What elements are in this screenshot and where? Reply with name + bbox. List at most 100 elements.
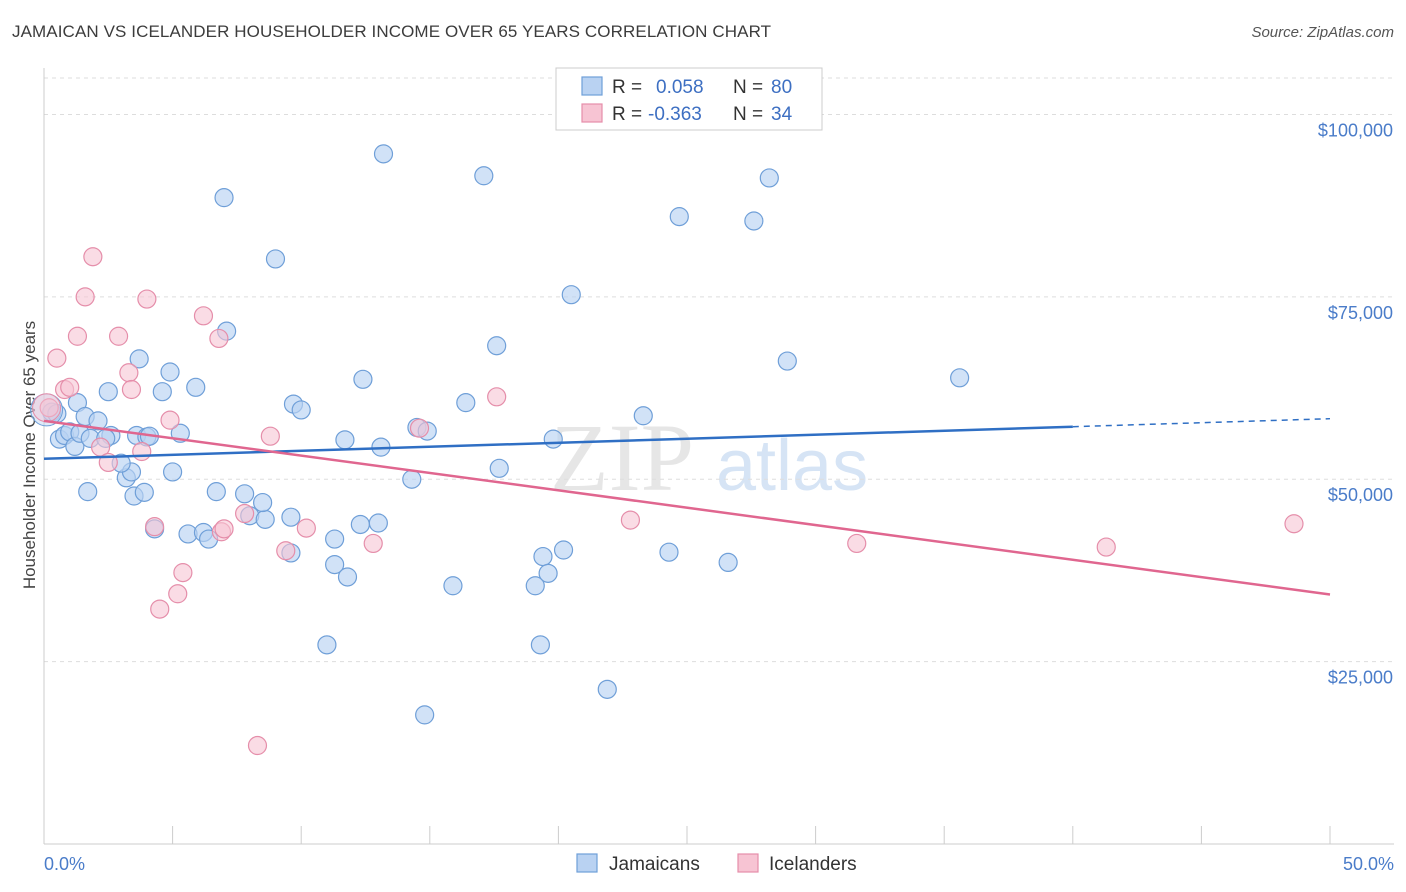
icelander-point-11 xyxy=(121,379,142,400)
jamaican-point-46 xyxy=(350,514,370,535)
icelander-point-32 xyxy=(847,533,867,554)
jamaican-point-37 xyxy=(281,507,301,527)
icelander-point-26 xyxy=(276,541,296,561)
bottom-legend-swatch-icelander xyxy=(737,853,759,873)
icelander-point-12 xyxy=(132,441,152,462)
y-tick-label-3: $100,000 xyxy=(1318,120,1393,140)
bottom-legend-swatch-jamaican xyxy=(576,853,598,873)
jamaican-point-73 xyxy=(759,168,779,188)
jamaican-point-64 xyxy=(543,429,563,449)
jamaican-point-22 xyxy=(152,382,172,402)
legend-n-label-1: N = xyxy=(733,77,763,98)
jamaican-trend-line xyxy=(43,425,1073,461)
icelander-point-5 xyxy=(75,287,95,307)
icelander-point-14 xyxy=(144,517,165,537)
legend-r-label-2: R = xyxy=(612,104,642,125)
icelander-point-34 xyxy=(1284,514,1304,534)
jamaican-point-66 xyxy=(561,285,581,305)
chart-title: JAMAICAN VS ICELANDER HOUSEHOLDER INCOME… xyxy=(12,22,772,41)
jamaican-point-50 xyxy=(373,144,394,164)
jamaican-point-44 xyxy=(335,430,355,450)
grid-lines xyxy=(44,77,1394,663)
y-tick-label-1: $50,000 xyxy=(1328,485,1393,505)
icelander-point-0 xyxy=(39,398,59,418)
jamaican-point-23 xyxy=(160,362,180,382)
icelander-point-1 xyxy=(47,348,67,368)
jamaican-point-56 xyxy=(456,393,476,413)
icelander-point-30 xyxy=(487,387,507,407)
jamaican-point-42 xyxy=(317,635,337,655)
bottom-legend-icelander: Icelanders xyxy=(769,854,857,875)
icelander-points xyxy=(32,247,1304,756)
jamaican-point-34 xyxy=(255,509,275,529)
jamaican-point-69 xyxy=(659,542,679,562)
jamaican-point-79 xyxy=(78,482,98,502)
jamaican-point-40 xyxy=(291,400,311,420)
jamaican-point-36 xyxy=(265,249,286,269)
icelander-point-4 xyxy=(67,326,88,346)
y-tick-labels: $25,000 $50,000 $75,000 $100,000 xyxy=(1318,120,1393,687)
jamaican-point-55 xyxy=(443,576,463,596)
jamaican-point-72 xyxy=(744,211,764,231)
jamaican-point-61 xyxy=(530,635,550,655)
jamaican-point-43 xyxy=(325,554,345,575)
icelander-point-25 xyxy=(260,426,280,446)
jamaican-point-71 xyxy=(718,552,738,573)
jamaican-trend-extension xyxy=(1072,417,1331,428)
jamaican-point-75 xyxy=(950,368,970,388)
jamaican-point-41 xyxy=(325,529,345,549)
icelander-point-13 xyxy=(137,289,157,309)
jamaican-point-35 xyxy=(253,492,273,513)
jamaican-point-10 xyxy=(88,411,108,431)
icelander-point-28 xyxy=(363,533,383,554)
icelander-point-19 xyxy=(193,306,214,326)
jamaican-point-33 xyxy=(235,484,255,504)
icelander-point-16 xyxy=(160,410,180,430)
y-tick-label-2: $75,000 xyxy=(1328,303,1393,323)
jamaican-point-27 xyxy=(186,377,206,397)
jamaican-point-48 xyxy=(368,513,388,533)
jamaican-point-67 xyxy=(597,679,617,699)
jamaican-point-11 xyxy=(98,382,118,402)
jamaican-point-30 xyxy=(206,482,226,502)
icelander-point-15 xyxy=(150,599,170,619)
source-label: Source: ZipAtlas.com xyxy=(1251,24,1394,41)
icelander-point-10 xyxy=(119,363,139,383)
x-tick-label-min: 0.0% xyxy=(44,854,85,874)
legend-swatch-jamaican xyxy=(581,76,603,96)
icelander-point-33 xyxy=(1096,537,1116,557)
icelander-point-31 xyxy=(620,510,641,530)
icelander-point-6 xyxy=(83,247,103,267)
jamaican-point-70 xyxy=(669,207,689,227)
watermark-atlas: atlas xyxy=(716,426,868,506)
jamaican-point-17 xyxy=(129,349,149,369)
legend-swatch-icelander xyxy=(581,103,603,123)
legend-n-label-2: N = xyxy=(733,104,763,125)
jamaican-point-47 xyxy=(353,369,373,389)
jamaican-point-60 xyxy=(525,576,545,596)
icelander-point-3 xyxy=(60,377,80,397)
jamaican-point-57 xyxy=(474,166,494,186)
x-tick-label-max: 50.0% xyxy=(1343,854,1394,874)
jamaican-point-53 xyxy=(415,705,435,725)
jamaican-point-76 xyxy=(214,188,234,208)
icelander-point-20 xyxy=(209,328,229,349)
jamaican-point-58 xyxy=(487,336,507,356)
icelander-point-cluster xyxy=(32,393,62,423)
jamaican-point-51 xyxy=(402,469,422,489)
icelander-point-9 xyxy=(108,326,129,346)
icelander-trend-line xyxy=(43,419,1331,596)
trend-lines xyxy=(43,417,1331,596)
jamaican-point-65 xyxy=(553,540,574,560)
icelander-point-29 xyxy=(409,418,430,438)
jamaican-point-74 xyxy=(777,351,797,371)
watermark-zip: ZIP xyxy=(550,404,694,511)
icelander-point-18 xyxy=(173,563,193,583)
icelander-point-22 xyxy=(214,519,234,539)
jamaican-point-24 xyxy=(163,462,183,482)
stats-legend: R = 0.058 N = 80 R = -0.363 N = 34 xyxy=(555,67,823,131)
icelander-point-23 xyxy=(235,503,255,524)
jamaican-point-62 xyxy=(533,546,553,567)
icelander-point-17 xyxy=(168,584,188,604)
